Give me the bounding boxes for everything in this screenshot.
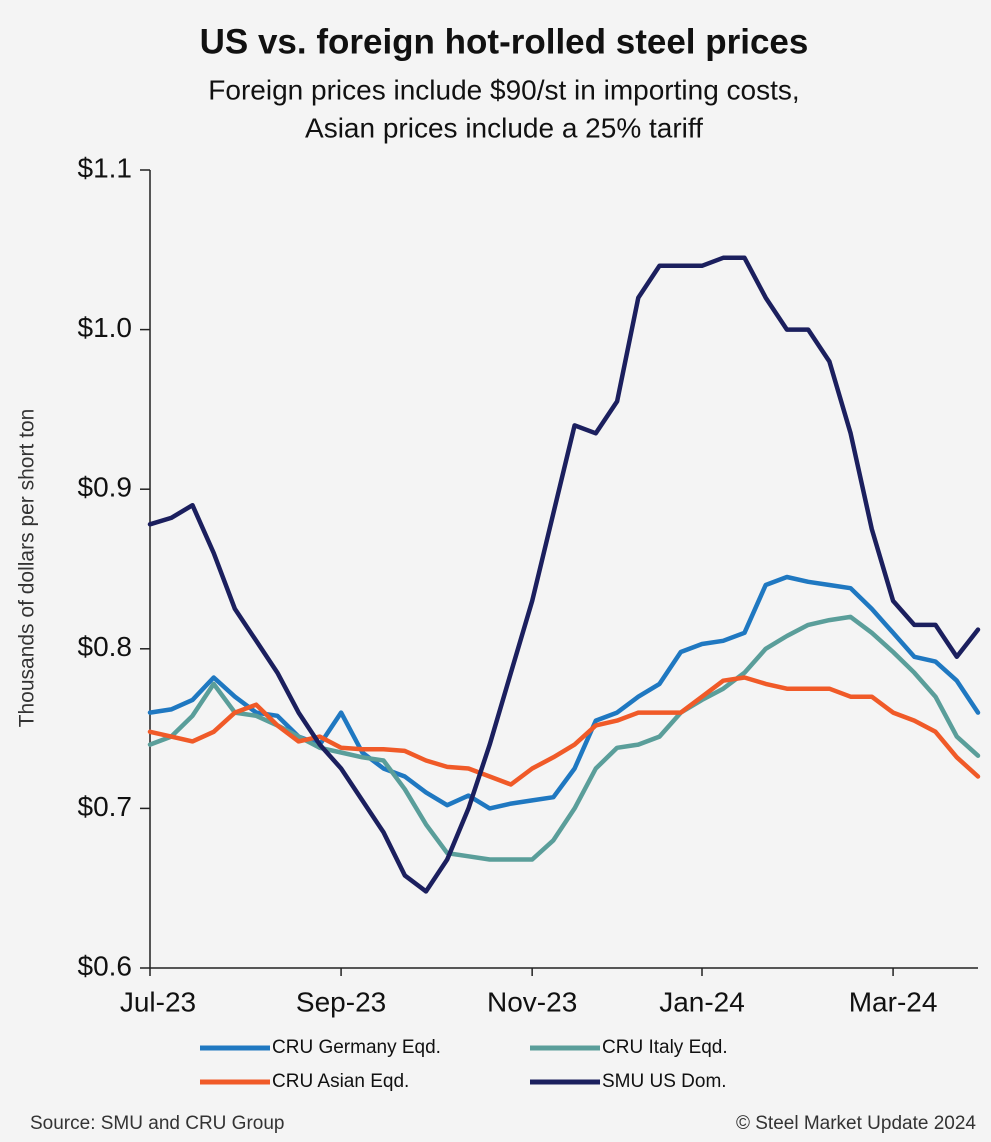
x-tick-label: Mar-24 [849, 986, 938, 1017]
y-tick-label: $1.1 [78, 152, 133, 183]
chart-subtitle: Asian prices include a 25% tariff [305, 112, 703, 143]
legend-label: CRU Germany Eqd. [272, 1037, 441, 1058]
chart-title: US vs. foreign hot-rolled steel prices [200, 22, 809, 61]
x-tick-label: Sep-23 [296, 986, 386, 1017]
source: Source: SMU and CRU Group [30, 1113, 285, 1134]
series-line [147, 574, 981, 811]
legend-label: CRU Asian Eqd. [272, 1071, 409, 1092]
y-tick-label: $0.8 [78, 631, 133, 662]
x-tick-label: Nov-23 [487, 986, 577, 1017]
series-line [147, 675, 981, 787]
copyright: © Steel Market Update 2024 [736, 1113, 976, 1134]
legend-label: SMU US Dom. [602, 1071, 727, 1092]
x-tick-label: Jan-24 [659, 986, 745, 1017]
y-tick-label: $0.7 [78, 791, 133, 822]
y-axis-label: Thousands of dollars per short ton [16, 409, 39, 728]
legend-label: CRU Italy Eqd. [602, 1037, 728, 1058]
series-line [147, 255, 981, 894]
y-tick-label: $0.6 [78, 950, 133, 981]
y-tick-label: $1.0 [78, 312, 133, 343]
chart-subtitle: Foreign prices include $90/st in importi… [208, 74, 799, 105]
y-tick-label: $0.9 [78, 472, 133, 503]
x-tick-label: Jul-23 [120, 986, 196, 1017]
